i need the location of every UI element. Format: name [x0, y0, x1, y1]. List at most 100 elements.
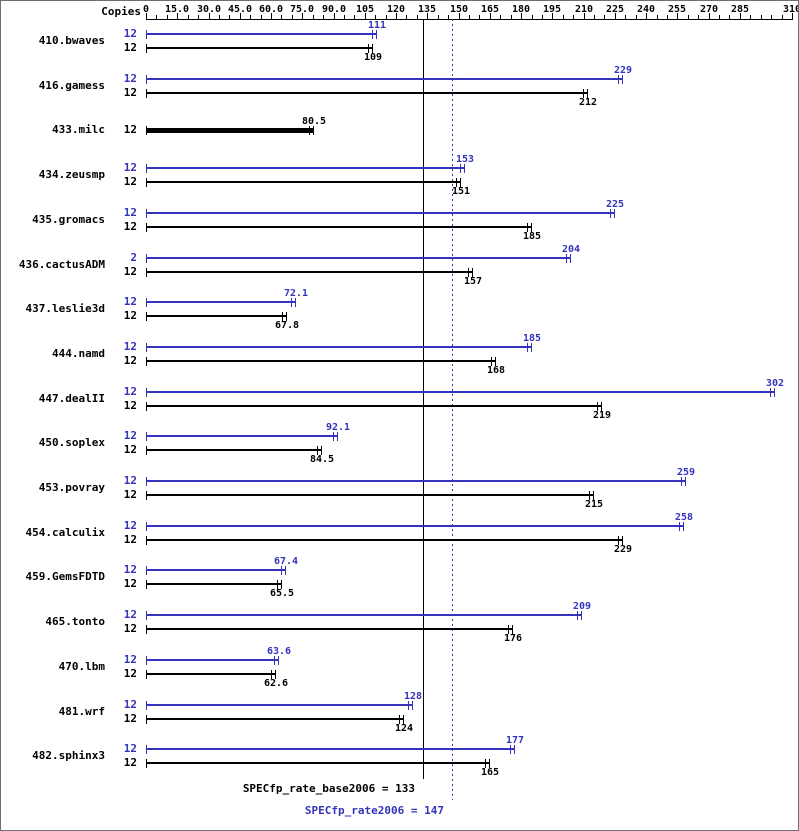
copies-value: 12: [123, 265, 137, 278]
axis-tick-mark: [292, 15, 293, 19]
bar-end-tick: [464, 164, 465, 173]
axis-tick-mark: [532, 15, 533, 19]
axis-tick-mark: [240, 13, 241, 19]
result-bar: [146, 718, 404, 720]
bar-end-tick: [313, 126, 314, 135]
copies-value: 12: [123, 385, 137, 398]
axis-tick-mark: [156, 15, 157, 19]
bar-end-tick: [146, 701, 147, 710]
benchmark-label: 434.zeusmp: [38, 168, 105, 181]
result-bar: [146, 673, 276, 675]
axis-tick-label: 195: [542, 4, 562, 15]
copies-value: 12: [123, 399, 137, 412]
copies-value: 12: [123, 161, 137, 174]
axis-tick-label: 210: [574, 4, 594, 15]
bar-end-tick: [146, 357, 147, 366]
benchmark-label: 459.GemsFDTD: [25, 570, 105, 583]
bar-end-tick: [372, 30, 373, 39]
bar-end-tick: [146, 126, 147, 135]
result-value: 229: [613, 65, 633, 76]
axis-tick-mark: [479, 15, 480, 19]
bar-end-tick: [277, 580, 278, 589]
axis-tick-mark: [740, 13, 741, 19]
axis-tick-mark: [313, 15, 314, 19]
axis-tick-label: 225: [605, 4, 625, 15]
copies-value: 12: [123, 175, 137, 188]
bar-end-tick: [468, 268, 469, 277]
copies-value: 12: [123, 295, 137, 308]
copies-value: 12: [123, 429, 137, 442]
bar-end-tick: [531, 223, 532, 232]
result-bar: [146, 128, 314, 133]
bar-end-tick: [274, 656, 275, 665]
bar-end-tick: [531, 343, 532, 352]
bar-end-tick: [146, 715, 147, 724]
bar-end-tick: [514, 745, 515, 754]
bar-end-tick: [146, 446, 147, 455]
axis-tick-mark: [594, 15, 595, 19]
result-value: 62.6: [263, 678, 289, 689]
bar-end-tick: [146, 580, 147, 589]
result-value: 185: [522, 231, 542, 242]
bar-end-tick: [618, 536, 619, 545]
axis-tick-mark: [396, 13, 397, 19]
result-value: 151: [451, 186, 471, 197]
result-bar: [146, 33, 377, 35]
result-bar: [146, 494, 594, 496]
bar-end-tick: [146, 536, 147, 545]
benchmark-label: 453.povray: [38, 481, 105, 494]
bar-end-tick: [495, 357, 496, 366]
result-value: 209: [572, 601, 592, 612]
result-value: 215: [584, 499, 604, 510]
bar-end-tick: [403, 715, 404, 724]
axis-tick-mark: [782, 15, 783, 19]
result-value: 176: [503, 633, 523, 644]
result-value: 109: [363, 52, 383, 63]
result-value: 204: [561, 244, 581, 255]
copies-value: 12: [123, 340, 137, 353]
bar-end-tick: [510, 745, 511, 754]
axis-tick-mark: [386, 15, 387, 19]
axis-tick-label: 180: [511, 4, 531, 15]
benchmark-label: 465.tonto: [45, 615, 105, 628]
result-bar: [146, 614, 582, 616]
bar-end-tick: [146, 312, 147, 321]
axis-tick-mark: [573, 15, 574, 19]
bar-end-tick: [593, 491, 594, 500]
copies-value: 12: [123, 533, 137, 546]
axis-tick-label: 60.0: [258, 4, 284, 15]
bar-end-tick: [146, 670, 147, 679]
result-value: 157: [463, 276, 483, 287]
bar-end-tick: [146, 75, 147, 84]
axis-tick-mark: [636, 15, 637, 19]
result-value: 225: [605, 199, 625, 210]
result-bar: [146, 47, 373, 49]
bar-end-tick: [281, 580, 282, 589]
result-value: 258: [674, 512, 694, 523]
bar-end-tick: [146, 566, 147, 575]
result-bar: [146, 391, 775, 393]
axis-tick-mark: [459, 13, 460, 19]
bar-end-tick: [146, 388, 147, 397]
axis-tick-mark: [427, 13, 428, 19]
bar-end-tick: [508, 625, 509, 634]
result-value: 212: [578, 97, 598, 108]
result-value: 219: [592, 410, 612, 421]
result-value: 153: [455, 154, 475, 165]
bar-end-tick: [146, 44, 147, 53]
axis-tick-label: 285: [730, 4, 750, 15]
axis-tick-mark: [281, 15, 282, 19]
bar-end-tick: [146, 268, 147, 277]
axis-tick-mark: [771, 15, 772, 19]
axis-tick-mark: [563, 15, 564, 19]
copies-value: 12: [123, 206, 137, 219]
axis-tick-mark: [365, 13, 366, 19]
bar-end-tick: [291, 298, 292, 307]
axis-tick-label: 165: [480, 4, 500, 15]
bar-end-tick: [774, 388, 775, 397]
axis-tick-mark: [542, 15, 543, 19]
bar-end-tick: [271, 670, 272, 679]
result-value: 165: [480, 767, 500, 778]
axis-tick-label: 105: [355, 4, 375, 15]
bar-end-tick: [309, 126, 310, 135]
